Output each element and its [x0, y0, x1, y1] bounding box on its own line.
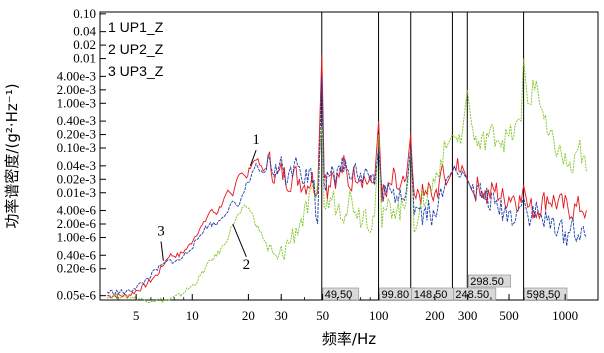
series-annotations: 1 2 3: [157, 132, 260, 273]
y-tick-label-10: 0.04e-3: [57, 158, 96, 173]
y-tick-label-11: 0.02e-3: [57, 171, 96, 186]
y-tick-label-4: 4.00e-3: [57, 68, 96, 83]
legend-entry-1: 1 UP1_Z: [108, 19, 164, 35]
peak-label-3: 248.50: [453, 287, 497, 301]
y-tick-label-9: 0.10e-3: [57, 140, 96, 155]
legend: 1 UP1_Z 2 UP2_Z 3 UP3_Z: [108, 19, 164, 79]
annotation-3: 3: [157, 223, 165, 261]
series-line-UP1_Z: [107, 54, 587, 299]
legend-entry-2: 2 UP2_Z: [108, 41, 164, 57]
y-tick-label-0: 0.10: [73, 6, 96, 21]
y-tick-label-1: 0.04: [73, 24, 96, 39]
peak-label-text-2: 148.50: [414, 289, 448, 301]
y-tick-label-2: 0.02: [73, 37, 96, 52]
y-tick-label-3: 0.01: [73, 51, 96, 66]
y-tick-label-14: 2.00e-6: [57, 216, 97, 231]
x-tick-label-2: 20: [242, 308, 255, 323]
y-tick-label-12: 0.01e-3: [57, 185, 96, 200]
x-tick-label-0: 5: [133, 308, 140, 323]
x-tick-label-3: 30: [275, 308, 288, 323]
y-tick-label-16: 0.40e-6: [57, 247, 97, 262]
y-tick-label-18: 0.05e-6: [57, 288, 97, 303]
annotation-2: 2: [232, 223, 251, 273]
x-tick-label-8: 500: [499, 308, 519, 323]
peak-label-1: 99.80: [379, 287, 416, 301]
y-tick-label-6: 1.00e-3: [57, 95, 96, 110]
x-tick-label-1: 10: [186, 308, 199, 323]
peak-label-4: 298.50: [467, 274, 511, 288]
peak-label-2: 148.50: [411, 287, 455, 301]
x-tick-label-4: 50: [316, 308, 329, 323]
peak-label-text-0: 49.50: [325, 289, 353, 301]
series-line-UP3_Z: [107, 76, 587, 296]
legend-entry-3: 3 UP3_Z: [108, 63, 164, 79]
y-tick-label-15: 1.00e-6: [57, 229, 97, 244]
peak-label-text-3: 248.50: [455, 289, 489, 301]
x-tick-label-7: 300: [458, 308, 478, 323]
y-tick-label-8: 0.20e-3: [57, 127, 96, 142]
annotation-1: 1: [249, 132, 260, 166]
x-tick-label-5: 100: [369, 308, 389, 323]
peak-lines: [321, 12, 525, 300]
annotation-label-2: 2: [243, 257, 251, 273]
y-tick-label-13: 4.00e-6: [57, 203, 97, 218]
annotation-label-3: 3: [157, 223, 165, 239]
y-tick-label-7: 0.40e-3: [57, 113, 96, 128]
y-tick-label-17: 0.20e-6: [57, 261, 97, 276]
y-axis-title: 功率谱密度/(g²·Hz⁻¹): [3, 83, 21, 228]
series-line-UP2_Z: [106, 58, 587, 304]
x-tick-label-6: 200: [425, 308, 445, 323]
peak-label-text-5: 598.50: [527, 289, 561, 301]
x-axis: 5 10 20 30 50 100 200 300 500 1000: [117, 294, 578, 323]
peak-label-5: 598.50: [524, 287, 568, 301]
y-tick-label-5: 2.00e-3: [57, 82, 96, 97]
peak-label-text-4: 298.50: [470, 276, 504, 288]
x-tick-label-9: 1000: [552, 308, 578, 323]
y-axis: 0.10 0.040.020.01 4.00e-32.00e-31.00e-3 0.4…: [57, 6, 106, 303]
annotation-label-1: 1: [252, 132, 260, 148]
series-group: [106, 54, 587, 304]
peak-label-0: 49.50: [322, 287, 360, 301]
peak-label-text-1: 99.80: [382, 289, 410, 301]
x-axis-title: 频率/Hz: [322, 330, 376, 348]
